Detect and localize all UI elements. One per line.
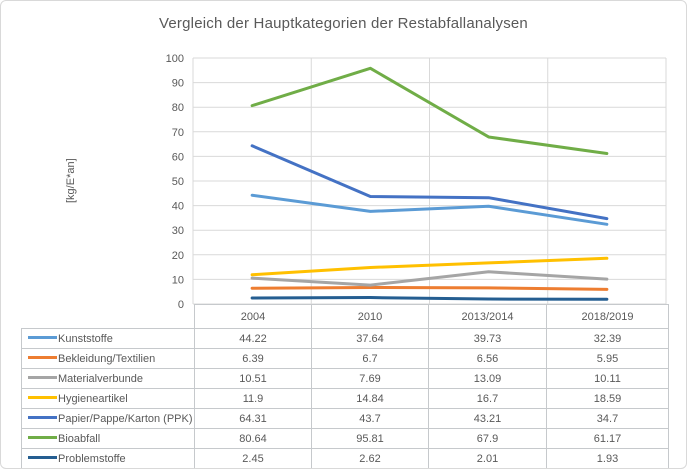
- value-cell: 6.39: [194, 348, 312, 369]
- series-name-label: Problemstoffe: [58, 452, 126, 465]
- y-tick-label: 100: [166, 53, 184, 65]
- legend-cell: Kunststoffe: [21, 328, 195, 349]
- value-cell: 13.09: [428, 368, 547, 389]
- series-name-label: Papier/Pappe/Karton (PPK): [58, 412, 193, 425]
- value-cell: 2.01: [428, 448, 547, 468]
- series-line: [250, 256, 609, 277]
- legend-key-line: [28, 376, 57, 380]
- value-cell: 7.69: [311, 368, 429, 389]
- chart-title: Vergleich der Hauptkategorien der Restab…: [159, 15, 528, 32]
- y-tick-label: 30: [172, 225, 184, 237]
- value-cell: 10.51: [194, 368, 312, 389]
- value-cell: 37.64: [311, 328, 429, 349]
- value-cell: 67.9: [428, 428, 547, 449]
- x-axis-category-label: 2004: [194, 304, 312, 329]
- table-corner-cell: [21, 304, 195, 329]
- legend-key-line: [28, 336, 57, 340]
- value-cell: 14.84: [311, 388, 429, 409]
- value-cell: 2.62: [311, 448, 429, 468]
- table-row: Problemstoffe 2.45 2.62 2.01 1.93: [21, 448, 669, 468]
- series-name-label: Hygieneartikel: [58, 392, 128, 405]
- table-row: Bekleidung/Textilien 6.39 6.7 6.56 5.95: [21, 348, 669, 369]
- legend-key-line: [28, 456, 57, 460]
- legend-key-line: [28, 356, 57, 360]
- table-header-row: 2004 2010 2013/2014 2018/2019: [21, 304, 669, 329]
- y-tick-label: 40: [172, 201, 184, 213]
- value-cell: 10.11: [546, 368, 669, 389]
- x-axis-category-label: 2018/2019: [546, 304, 669, 329]
- value-cell: 95.81: [311, 428, 429, 449]
- legend-cell: Papier/Pappe/Karton (PPK): [21, 408, 195, 429]
- legend-key-line: [28, 396, 57, 400]
- value-cell: 44.22: [194, 328, 312, 349]
- series-line: [250, 193, 609, 226]
- series-name-label: Bioabfall: [58, 432, 101, 445]
- value-cell: 43.7: [311, 408, 429, 429]
- legend-key-line: [28, 436, 57, 440]
- value-cell: 80.64: [194, 428, 312, 449]
- table-row: Hygieneartikel 11.9 14.84 16.7 18.59: [21, 388, 669, 409]
- series-line: [250, 144, 609, 221]
- value-cell: 39.73: [428, 328, 547, 349]
- y-tick-label: 10: [172, 274, 184, 286]
- value-cell: 1.93: [546, 448, 669, 468]
- value-cell: 2.45: [194, 448, 312, 468]
- series-name-label: Kunststoffe: [58, 332, 113, 345]
- series-line: [250, 296, 609, 301]
- data-table: 2004 2010 2013/2014 2018/2019 Kunststoffe 44.…: [21, 304, 669, 468]
- y-tick-label: 60: [172, 151, 184, 163]
- table-row: Kunststoffe 44.22 37.64 39.73 32.39: [21, 328, 669, 349]
- value-cell: 11.9: [194, 388, 312, 409]
- legend-cell: Materialverbunde: [21, 368, 195, 389]
- x-axis-category-label: 2013/2014: [428, 304, 547, 329]
- series-name-label: Materialverbunde: [58, 372, 143, 385]
- legend-cell: Hygieneartikel: [21, 388, 195, 409]
- y-tick-label: 90: [172, 78, 184, 90]
- y-tick-label: 70: [172, 127, 184, 139]
- series-line: [250, 66, 609, 156]
- legend-cell: Bekleidung/Textilien: [21, 348, 195, 369]
- table-row: Bioabfall 80.64 95.81 67.9 61.17: [21, 428, 669, 449]
- legend-cell: Bioabfall: [21, 428, 195, 449]
- value-cell: 61.17: [546, 428, 669, 449]
- series-name-label: Bekleidung/Textilien: [58, 352, 156, 365]
- value-cell: 6.7: [311, 348, 429, 369]
- y-tick-label: 80: [172, 102, 184, 114]
- legend-key-line: [28, 416, 57, 420]
- table-row: Papier/Pappe/Karton (PPK) 64.31 43.7 43.21 3…: [21, 408, 669, 429]
- series-line: [250, 270, 609, 287]
- table-row: Materialverbunde 10.51 7.69 13.09 10.11: [21, 368, 669, 389]
- value-cell: 64.31: [194, 408, 312, 429]
- value-cell: 43.21: [428, 408, 547, 429]
- y-tick-label: 50: [172, 176, 184, 188]
- value-cell: 34.7: [546, 408, 669, 429]
- value-cell: 5.95: [546, 348, 669, 369]
- value-cell: 18.59: [546, 388, 669, 409]
- y-tick-label: 20: [172, 250, 184, 262]
- x-axis-category-label: 2010: [311, 304, 429, 329]
- value-cell: 32.39: [546, 328, 669, 349]
- legend-cell: Problemstoffe: [21, 448, 195, 468]
- value-cell: 6.56: [428, 348, 547, 369]
- series-line: [250, 286, 609, 291]
- value-cell: 16.7: [428, 388, 547, 409]
